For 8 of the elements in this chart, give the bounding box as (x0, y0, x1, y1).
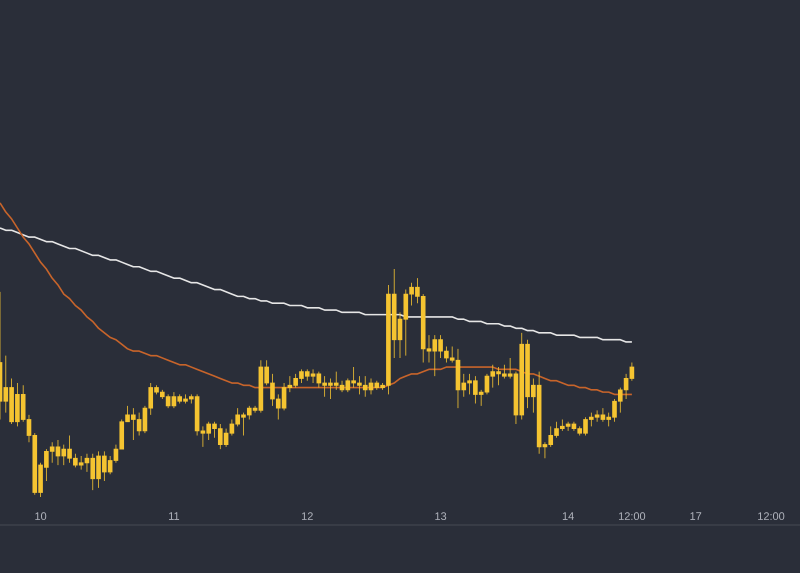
x-tick-label: 12:00 (619, 512, 646, 520)
x-tick-label: 17 (690, 512, 702, 520)
x-tick-label: 14 (562, 512, 574, 520)
x-tick-label: 12 (302, 512, 313, 520)
x-tick-label: 12:00 (758, 512, 784, 520)
x-tick-label: 13 (435, 512, 446, 520)
x-tick-label: 11 (169, 512, 180, 520)
x-tick-label: 10 (35, 512, 46, 520)
